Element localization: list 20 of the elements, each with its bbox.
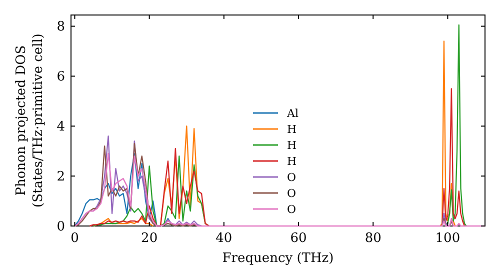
x-tick-label: 20 bbox=[141, 231, 158, 246]
x-tick-label: 100 bbox=[435, 231, 460, 246]
y-tick-label: 8 bbox=[56, 20, 65, 35]
x-tick-label: 60 bbox=[290, 231, 307, 246]
legend-label: O bbox=[287, 171, 296, 184]
y-tick-label: 2 bbox=[56, 170, 65, 185]
x-tick-label: 40 bbox=[216, 231, 232, 246]
y-axis-title: Phonon projected DOS (States/THz·primitive cell) bbox=[14, 33, 46, 208]
y-tick-label: 6 bbox=[56, 70, 65, 85]
legend-label: O bbox=[287, 203, 296, 216]
legend-label: H bbox=[287, 123, 297, 136]
legend-label: Al bbox=[286, 107, 299, 120]
legend-label: O bbox=[287, 187, 296, 200]
y-tick-label: 4 bbox=[56, 120, 65, 135]
x-tick-label: 0 bbox=[70, 231, 79, 246]
legend-label: H bbox=[287, 155, 297, 168]
legend-label: H bbox=[287, 139, 297, 152]
y-tick-label: 0 bbox=[56, 220, 65, 234]
x-tick-label: 80 bbox=[364, 231, 382, 246]
x-axis-title: Frequency (THz) bbox=[222, 251, 334, 266]
